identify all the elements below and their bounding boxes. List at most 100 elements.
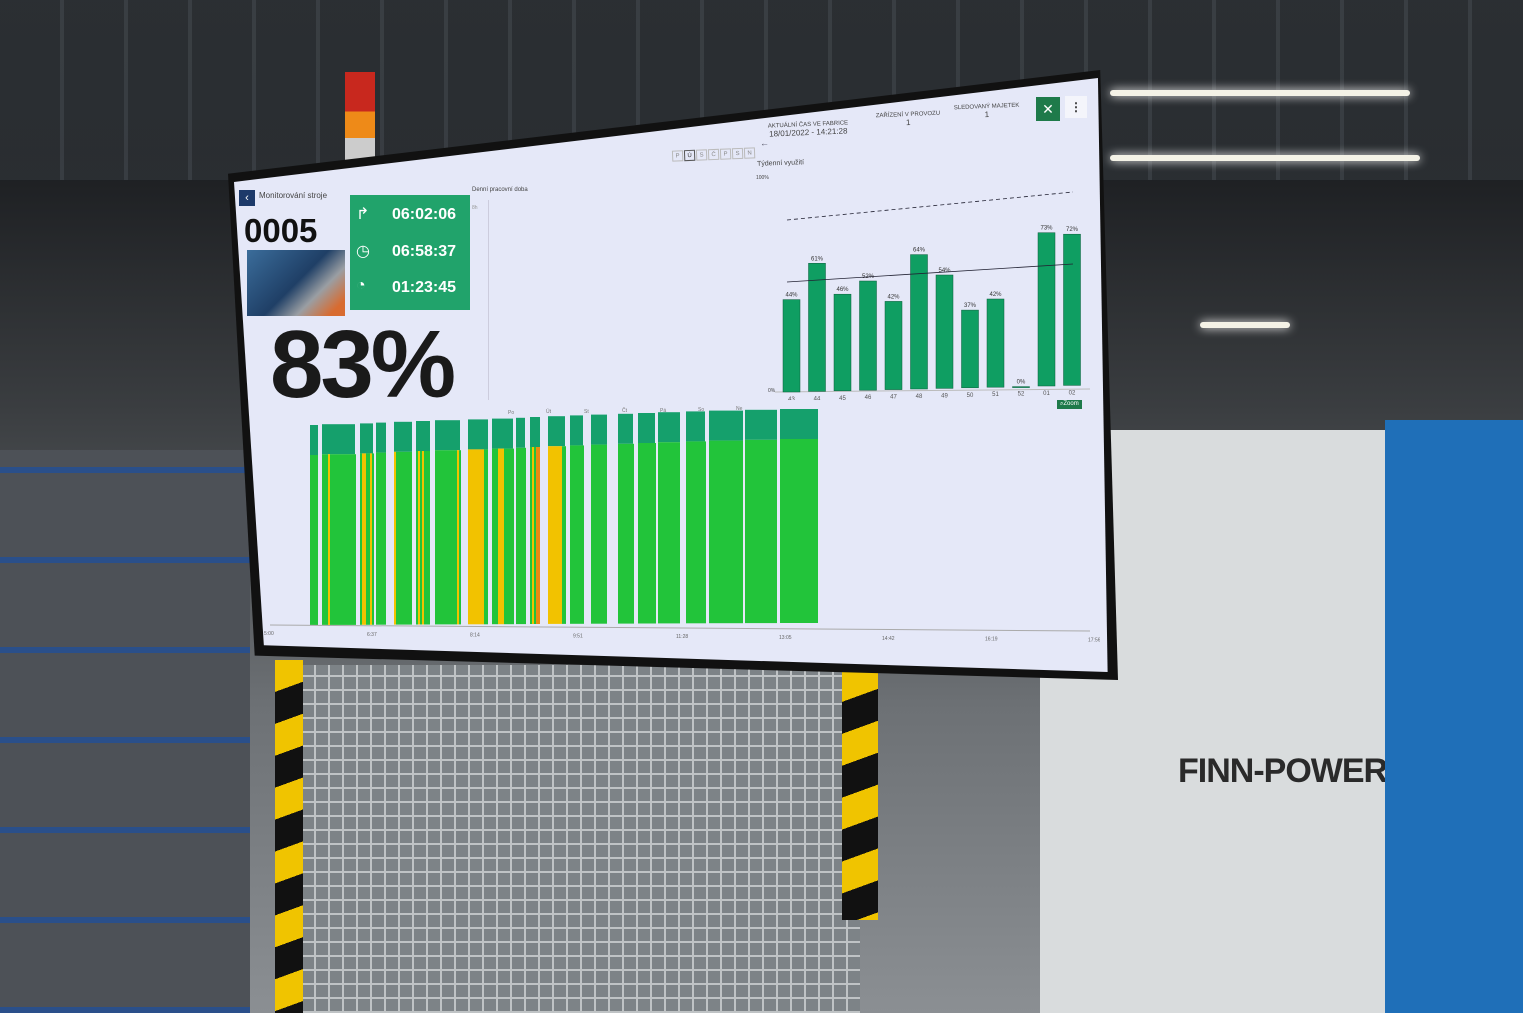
back-button[interactable]: ‹	[239, 190, 255, 206]
state-segment	[798, 439, 800, 623]
state-segment	[719, 440, 721, 624]
state-segment	[729, 440, 731, 624]
weekly-bar	[782, 299, 801, 393]
weekly-bar	[961, 309, 979, 389]
prev-arrow[interactable]: ←	[760, 138, 769, 148]
state-segment	[725, 440, 727, 624]
timeline-x-tick: 9:51	[573, 633, 583, 639]
state-segment	[670, 442, 672, 624]
state-segment	[755, 439, 757, 624]
state-segment	[338, 454, 340, 625]
timeline-axis	[269, 624, 1091, 632]
state-segment	[735, 440, 737, 624]
shift-header-block	[468, 419, 488, 450]
state-segment	[482, 449, 484, 625]
shift-header-block	[618, 413, 633, 444]
timeline-chart: 5:00 6:37 8:14 9:51 11:28 13:05 14:42 16:19 17:5…	[264, 409, 1100, 643]
state-segment	[410, 451, 412, 625]
day-button[interactable]: P	[671, 150, 684, 162]
state-segment	[757, 439, 759, 624]
day-button[interactable]: Č	[707, 148, 720, 161]
day-button[interactable]: S	[695, 149, 708, 161]
state-segment	[439, 450, 441, 625]
state-segment	[775, 439, 777, 624]
state-segment	[441, 450, 443, 625]
state-segment	[794, 439, 796, 623]
tracked-assets: SLEDOVANÝ MAJETEK 1	[954, 103, 1020, 121]
state-segment	[788, 439, 790, 623]
state-segment	[761, 439, 763, 624]
day-button[interactable]: Ú	[683, 149, 696, 162]
state-segment	[532, 447, 534, 624]
more-vertical-icon[interactable]: ⋮	[1065, 96, 1087, 118]
time-row: ◔ 01:23:45	[350, 273, 470, 303]
state-segment	[322, 454, 324, 625]
day-label: Ne	[736, 406, 743, 413]
day-label: St	[584, 408, 589, 415]
zoom-button[interactable]: ⌕Zoom	[1057, 400, 1082, 409]
clock-icon: ◷	[356, 243, 370, 260]
state-segment	[593, 444, 595, 624]
state-segment	[459, 450, 461, 625]
shift-header-block	[530, 417, 540, 447]
time-row: ↱ 06:02:06	[350, 200, 470, 230]
state-segment	[538, 447, 540, 624]
state-segment	[702, 441, 704, 624]
state-segment	[802, 439, 804, 623]
weekly-bar	[910, 254, 928, 390]
state-segment	[660, 442, 662, 624]
state-segment	[416, 451, 418, 625]
shift-header-block	[360, 423, 373, 454]
state-segment	[552, 446, 554, 624]
state-segment	[666, 442, 668, 624]
state-segment	[731, 440, 733, 624]
day-button[interactable]: P	[719, 148, 732, 160]
state-segment	[709, 440, 711, 624]
state-segment	[723, 440, 725, 624]
state-segment	[510, 448, 512, 625]
state-segment	[688, 441, 690, 624]
state-segment	[694, 441, 696, 624]
devices-in-operation: ZAŘÍZENÍ V PROVOZU 1	[876, 111, 941, 129]
state-segment	[457, 450, 459, 625]
day-label: Út	[546, 409, 551, 416]
shift-header-block	[745, 409, 777, 440]
state-segment	[810, 439, 812, 623]
state-segment	[773, 439, 775, 624]
state-segment	[640, 443, 642, 624]
day-button[interactable]: S	[731, 147, 744, 160]
state-segment	[451, 450, 453, 625]
state-segment	[312, 455, 314, 625]
day-button[interactable]: N	[743, 147, 756, 159]
state-segment	[376, 452, 378, 625]
state-segment	[498, 448, 500, 625]
timeline-x-tick: 5:00	[264, 631, 274, 637]
state-segment	[516, 447, 518, 625]
daily-y-label: 8h	[472, 205, 478, 211]
state-segment	[474, 449, 476, 625]
time-summary: ↱ 06:02:06 ◷ 06:58:37 ◔ 01:23:45	[350, 195, 470, 310]
compress-icon[interactable]: ✕	[1036, 97, 1060, 121]
shift-header-block	[322, 424, 355, 455]
state-segment	[534, 447, 536, 624]
state-segment	[494, 448, 496, 625]
bar-value-label: 0%	[1017, 380, 1026, 386]
state-segment	[350, 454, 352, 625]
state-segment	[605, 444, 607, 624]
state-segment	[674, 442, 676, 624]
ceiling-light	[1110, 90, 1410, 96]
x-tick-label: 49	[941, 393, 948, 399]
state-segment	[622, 443, 624, 624]
state-segment	[445, 450, 447, 625]
state-segment	[536, 447, 538, 624]
state-segment	[713, 440, 715, 624]
state-segment	[733, 440, 735, 624]
state-segment	[437, 450, 439, 625]
state-segment	[468, 449, 470, 625]
state-segment	[599, 444, 601, 624]
state-segment	[601, 444, 603, 624]
safety-fence	[300, 665, 860, 1013]
state-segment	[314, 455, 316, 625]
bar-value-label: 44%	[785, 293, 798, 299]
state-segment	[472, 449, 474, 625]
